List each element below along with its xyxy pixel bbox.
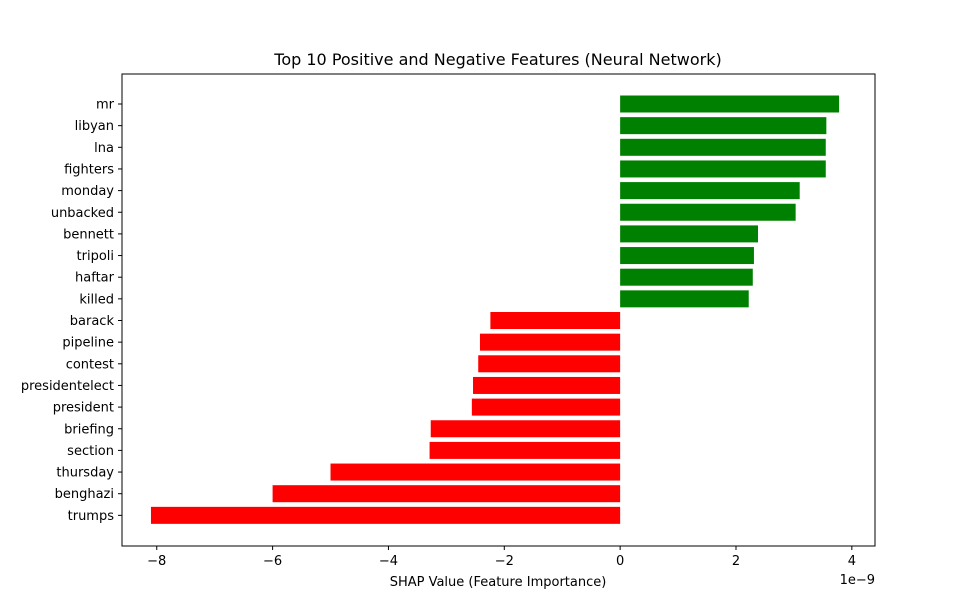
y-tick-label: monday [61, 184, 114, 199]
y-tick-label: contest [66, 357, 114, 372]
bar-president [471, 398, 621, 416]
x-tick-label: −6 [263, 554, 282, 569]
x-tick-label: 0 [616, 554, 624, 569]
y-tick-label: presidentelect [21, 379, 114, 394]
y-tick-label: benghazi [55, 487, 114, 502]
y-tick-label: president [53, 401, 114, 416]
bar-pipeline [479, 333, 621, 351]
bar-benghazi [272, 485, 621, 503]
bar-unbacked [620, 203, 796, 221]
bar-bennett [620, 225, 758, 243]
bar-fighters [620, 160, 826, 178]
y-tick-label: section [67, 444, 114, 459]
y-axis: mr libyan lna fighters monday unbacked bennett… [21, 98, 122, 524]
x-tick-label: −4 [379, 554, 398, 569]
bar-monday [620, 182, 800, 200]
bar-tripoli [620, 247, 754, 265]
bar-section [429, 441, 621, 459]
bar-lna [620, 138, 826, 156]
bar-libyan [620, 117, 827, 135]
bar-mr [620, 95, 840, 113]
x-axis-offset-text: 1e−9 [840, 573, 875, 588]
x-tick-label: −2 [495, 554, 514, 569]
x-tick-label: −8 [147, 554, 166, 569]
y-tick-label: libyan [75, 119, 114, 134]
chart-title: Top 10 Positive and Negative Features (N… [273, 50, 721, 69]
y-tick-label: briefing [64, 422, 114, 437]
bar-killed [620, 290, 749, 308]
bars-group [150, 95, 840, 524]
y-tick-label: tripoli [77, 249, 114, 264]
bar-presidentelect [473, 376, 621, 394]
x-axis-label: SHAP Value (Feature Importance) [390, 575, 607, 590]
bar-trumps [150, 506, 621, 524]
y-tick-label: lna [94, 141, 114, 156]
y-tick-label: haftar [75, 271, 115, 286]
bar-haftar [620, 268, 753, 286]
y-tick-label: thursday [56, 466, 114, 481]
x-tick-label: 2 [732, 554, 740, 569]
y-tick-label: killed [79, 292, 114, 307]
bar-barack [490, 312, 621, 329]
x-axis: −8 −6 −4 −2 0 2 4 [147, 546, 856, 569]
y-tick-label: mr [96, 98, 115, 113]
y-tick-label: trumps [68, 509, 115, 524]
bar-thursday [330, 463, 621, 481]
y-tick-label: bennett [63, 227, 114, 242]
y-tick-label: unbacked [51, 206, 114, 221]
x-tick-label: 4 [848, 554, 856, 569]
y-tick-label: fighters [64, 162, 114, 177]
plot-frame [121, 73, 876, 547]
y-tick-label: barack [70, 314, 115, 329]
bar-briefing [430, 420, 621, 438]
bar-contest [478, 355, 621, 373]
y-tick-label: pipeline [62, 336, 114, 351]
